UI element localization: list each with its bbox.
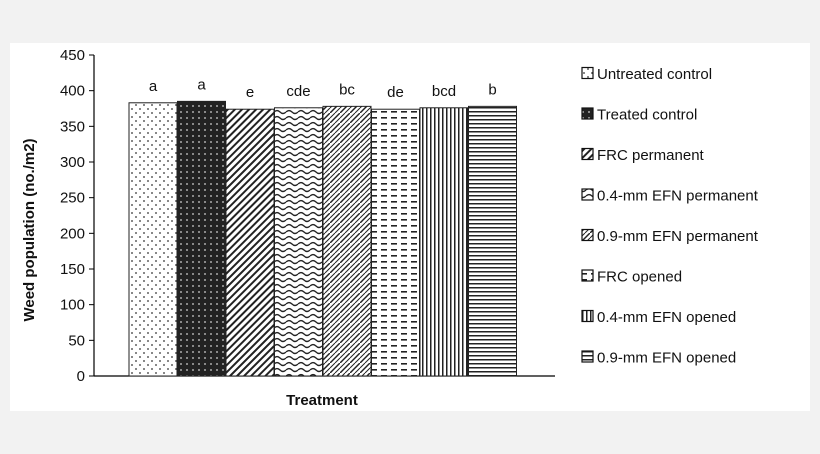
y-tick-label: 300: [60, 154, 85, 171]
y-axis-label: Weed population (no./m2): [21, 138, 38, 321]
bar-chart: 0 50 100 150 200 250 300 350 400 450 a a e cde bc de bc…: [21, 47, 759, 409]
legend-label: Untreated control: [597, 66, 712, 83]
legend-label: 0.4-mm EFN opened: [597, 309, 736, 326]
bar: [128, 102, 178, 377]
y-tick-label: 150: [60, 261, 85, 278]
significance-letters: a a e cde bc de bcd b: [149, 76, 497, 101]
bars: [128, 100, 517, 377]
bar: [322, 105, 372, 377]
y-tick-label: 200: [60, 225, 85, 242]
y-tick-label: 250: [60, 190, 85, 207]
bar: [468, 105, 517, 377]
x-axis-label: Treatment: [286, 392, 358, 409]
legend-label: FRC permanent: [597, 147, 705, 164]
significance-letter: a: [149, 78, 158, 95]
significance-letter: bcd: [432, 83, 456, 100]
legend: Untreated control Treated control FRC perm…: [581, 66, 759, 367]
legend-label: Treated control: [597, 107, 697, 124]
bar: [419, 107, 469, 377]
legend-label: 0.9-mm EFN permanent: [597, 228, 759, 245]
significance-letter: de: [387, 84, 404, 101]
bar: [371, 108, 420, 377]
significance-letter: a: [197, 76, 206, 93]
legend-label: 0.4-mm EFN permanent: [597, 188, 759, 205]
significance-letter: b: [488, 81, 496, 98]
y-tick-label: 450: [60, 47, 85, 64]
significance-letter: cde: [286, 83, 310, 100]
y-tick-label: 350: [60, 118, 85, 135]
chart-panel: 0 50 100 150 200 250 300 350 400 450 a a e cde bc de bc…: [10, 43, 810, 411]
legend-label: FRC opened: [597, 269, 682, 286]
legend-swatch: [581, 269, 594, 282]
legend-swatch: [581, 350, 594, 363]
legend-swatch: [581, 147, 594, 161]
bar: [274, 107, 323, 377]
legend-label: 0.9-mm EFN opened: [597, 350, 736, 367]
bar: [225, 108, 275, 377]
y-tick-label: 0: [77, 368, 85, 385]
legend-swatch: [581, 66, 594, 80]
y-tick-label: 100: [60, 297, 85, 314]
legend-swatch: [581, 107, 594, 120]
axes: 0 50 100 150 200 250 300 350 400 450: [60, 47, 555, 385]
legend-swatch: [581, 188, 594, 201]
y-tick-label: 50: [68, 332, 85, 349]
bar: [177, 100, 226, 377]
legend-swatch: [581, 309, 594, 323]
significance-letter: e: [246, 84, 254, 101]
legend-swatch: [581, 228, 594, 242]
y-tick-label: 400: [60, 83, 85, 100]
significance-letter: bc: [339, 81, 355, 98]
